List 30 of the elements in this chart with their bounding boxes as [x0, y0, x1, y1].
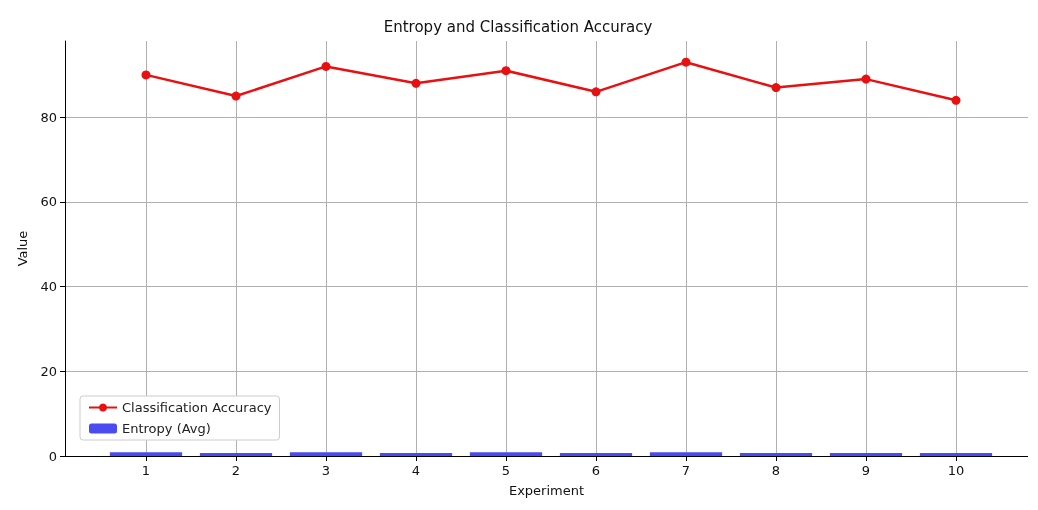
- point: [771, 83, 781, 93]
- point: [411, 78, 421, 88]
- x-tick-label: 5: [501, 463, 511, 478]
- y-tick-label: 60: [40, 194, 57, 210]
- y-tick-label: 40: [40, 279, 57, 295]
- y-tick-label: 80: [40, 109, 57, 125]
- point: [141, 70, 151, 80]
- legend-label: Classification Accuracy: [122, 400, 272, 415]
- x-tick-label: 2: [231, 463, 241, 478]
- y-tick-label: 0: [48, 448, 57, 464]
- x-tick-label: 10: [947, 463, 965, 478]
- x-tick-label: 9: [861, 463, 871, 478]
- point: [681, 57, 691, 67]
- y-tick-label: 20: [40, 363, 57, 379]
- point: [951, 95, 961, 105]
- x-tick-label: 7: [681, 463, 691, 478]
- legend-label: Entropy (Avg): [122, 421, 211, 436]
- x-tick-label: 3: [321, 463, 331, 478]
- y-axis-title: Value: [15, 230, 30, 267]
- chart-title: Entropy and Classification Accuracy: [383, 17, 653, 36]
- point: [861, 74, 871, 84]
- x-axis-title: Experiment: [508, 483, 585, 498]
- x-tick-label: 8: [771, 463, 781, 478]
- point: [591, 87, 601, 97]
- point: [321, 61, 331, 71]
- point: [501, 66, 511, 76]
- x-tick-label: 6: [591, 463, 601, 478]
- x-tick-label: 4: [411, 463, 421, 478]
- point: [231, 91, 241, 101]
- x-tick-label: 1: [141, 463, 151, 478]
